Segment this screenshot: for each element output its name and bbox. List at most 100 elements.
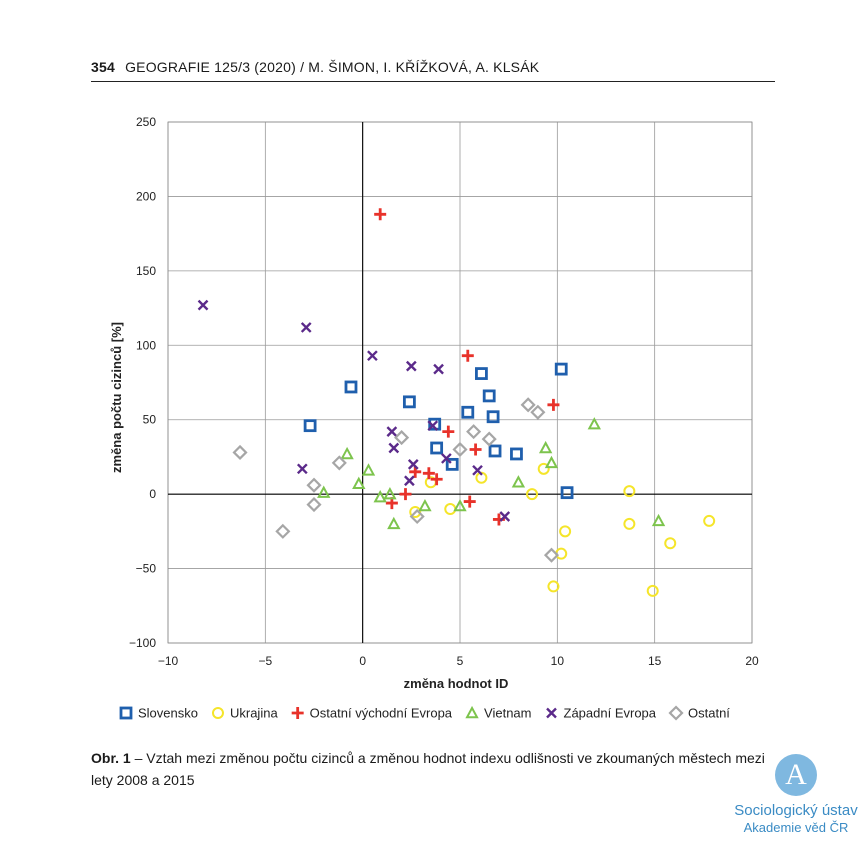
data-point: [340, 446, 354, 460]
legend-item: Západní Evropa: [546, 706, 657, 721]
series-vietnam: [317, 417, 666, 530]
y-tick-label: 100: [136, 338, 156, 352]
data-point: [486, 410, 500, 424]
figure-caption: Obr. 1 – Vztah mezi změnou počtu cizinců…: [91, 747, 781, 791]
data-point: [409, 508, 425, 525]
data-point: [547, 398, 560, 411]
data-point: [306, 497, 322, 513]
y-tick-label: 250: [136, 115, 156, 129]
data-point: [331, 455, 347, 471]
data-point: [488, 444, 502, 458]
data-point: [554, 362, 568, 376]
data-point: [444, 503, 457, 516]
legend-marker: [211, 707, 224, 719]
data-point: [547, 580, 560, 593]
data-point: [387, 516, 401, 530]
x-tick-label: −10: [158, 654, 179, 668]
data-point: [651, 513, 666, 527]
series-slovensko: [303, 362, 574, 500]
legend-item: Ostatní východní Evropa: [291, 706, 453, 721]
legend-label: Ostatní: [688, 706, 730, 721]
data-point: [361, 463, 376, 476]
data-point: [386, 426, 398, 437]
y-tick-label: 200: [136, 189, 156, 203]
data-point: [466, 424, 482, 440]
data-point: [560, 486, 574, 500]
data-point: [475, 367, 488, 380]
data-point: [537, 462, 550, 475]
legend-item: Ukrajina: [211, 706, 278, 721]
data-point: [511, 475, 526, 488]
legend-marker: [668, 705, 684, 721]
legend-label: Slovensko: [138, 706, 198, 721]
data-point: [623, 485, 636, 498]
figure-label: Obr. 1: [91, 750, 131, 766]
page-number: 354: [91, 59, 115, 75]
header-rule: [91, 81, 775, 82]
data-point: [559, 525, 572, 538]
legend-label: Ostatní východní Evropa: [310, 706, 453, 721]
running-header: 354 GEOGRAFIE 125/3 (2020) / M. ŠIMON, I…: [91, 59, 775, 75]
x-tick-label: 0: [359, 654, 366, 668]
logo-line-2: Akademie věd ČR: [743, 820, 849, 835]
data-point: [383, 487, 397, 500]
y-tick-label: −100: [129, 636, 156, 650]
data-point: [452, 441, 468, 458]
data-point: [296, 463, 308, 475]
data-point: [197, 299, 209, 311]
legend-label: Západní Evropa: [564, 706, 657, 721]
data-point: [430, 473, 443, 486]
data-point: [399, 488, 412, 501]
x-tick-label: −5: [258, 654, 272, 668]
data-point: [404, 475, 415, 487]
y-tick-label: 0: [149, 487, 156, 501]
series-západní-evropa: [197, 299, 511, 522]
data-point: [303, 419, 317, 433]
data-point: [623, 517, 636, 530]
data-point: [538, 440, 553, 454]
y-axis-label: změna počtu cizinců [%]: [109, 322, 124, 473]
data-point: [510, 447, 523, 461]
data-point: [427, 420, 439, 432]
data-point: [441, 453, 452, 464]
data-point: [317, 485, 331, 498]
scatter-chart: −10 −5 0 5 10 15 20−100−50050100150200250změna…: [109, 115, 759, 721]
data-point: [405, 360, 417, 372]
legend-marker: [291, 707, 304, 719]
data-point: [520, 397, 536, 413]
legend-label: Ukrajina: [230, 706, 278, 721]
series-ostatní: [232, 397, 560, 563]
legend-marker: [119, 706, 133, 720]
legend-label: Vietnam: [484, 706, 531, 721]
header-authors: M. ŠIMON, I. KŘÍŽKOVÁ, A. KLSÁK: [308, 59, 540, 75]
data-point: [430, 441, 444, 455]
data-point: [394, 430, 410, 446]
x-tick-label: 5: [457, 654, 464, 668]
legend-item: Ostatní: [668, 705, 730, 721]
institute-logo: A Sociologický ústav Akademie věd ČR: [726, 754, 866, 835]
y-tick-label: 150: [136, 264, 156, 278]
series-ukrajina: [409, 462, 716, 597]
data-point: [482, 389, 496, 403]
data-point: [499, 511, 511, 522]
data-point: [544, 455, 559, 469]
data-point: [664, 537, 677, 550]
data-point: [407, 459, 419, 470]
data-point: [352, 476, 366, 489]
data-point: [453, 498, 467, 512]
legend-item: Vietnam: [465, 706, 532, 721]
data-point: [344, 380, 358, 394]
data-point: [463, 495, 476, 508]
data-point: [402, 395, 416, 409]
data-point: [472, 464, 483, 476]
data-point: [445, 457, 459, 471]
data-point: [526, 488, 539, 501]
legend-marker: [546, 707, 557, 719]
logo-line-1: Sociologický ústav: [734, 802, 858, 819]
data-point: [374, 208, 387, 221]
logo-emblem: A: [775, 754, 817, 796]
data-point: [300, 322, 312, 333]
data-point: [418, 498, 432, 512]
data-point: [433, 363, 444, 375]
data-point: [388, 442, 400, 454]
